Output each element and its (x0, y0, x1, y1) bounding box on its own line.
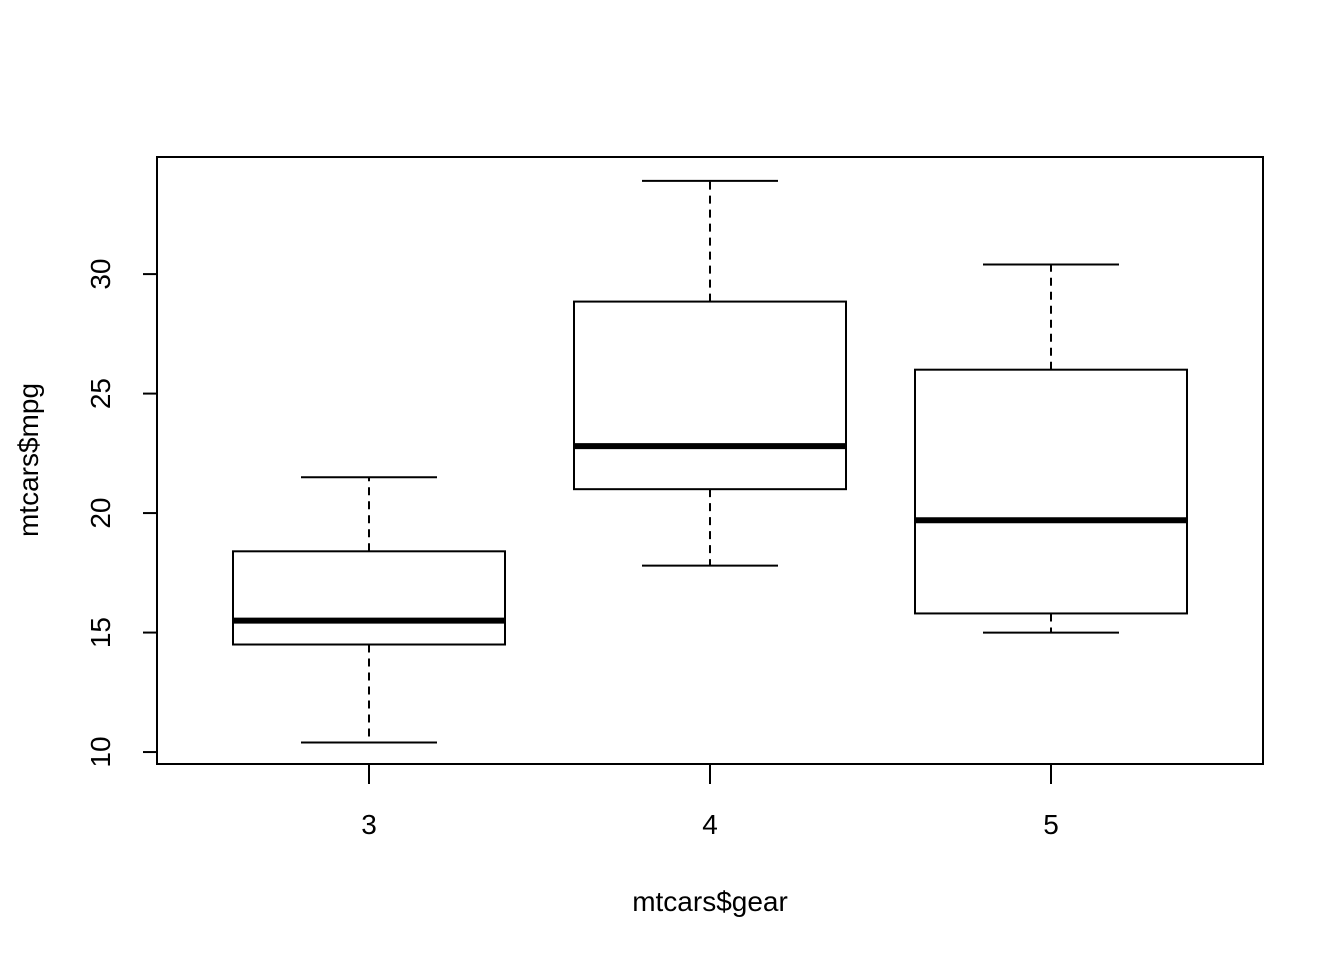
y-axis: 10 15 20 25 30 (85, 259, 157, 768)
y-tick-label: 15 (85, 617, 116, 648)
iqr-box (914, 368, 1188, 615)
box-group-4 (573, 179, 847, 567)
boxes-layer (232, 179, 1188, 744)
box-group-3 (232, 476, 506, 744)
y-tick-label: 25 (85, 378, 116, 409)
iqr-box (232, 550, 506, 646)
y-tick-label: 30 (85, 259, 116, 290)
iqr-box (573, 300, 847, 491)
y-tick-label: 20 (85, 497, 116, 528)
x-axis: 3 4 5 (361, 764, 1059, 840)
box-group-5 (914, 263, 1188, 634)
y-tick-label: 10 (85, 736, 116, 767)
x-axis-title: mtcars$gear (632, 886, 788, 917)
x-tick-label: 4 (702, 809, 718, 840)
x-tick-label: 5 (1043, 809, 1059, 840)
y-axis-title: mtcars$mpg (13, 383, 44, 537)
x-tick-label: 3 (361, 809, 377, 840)
